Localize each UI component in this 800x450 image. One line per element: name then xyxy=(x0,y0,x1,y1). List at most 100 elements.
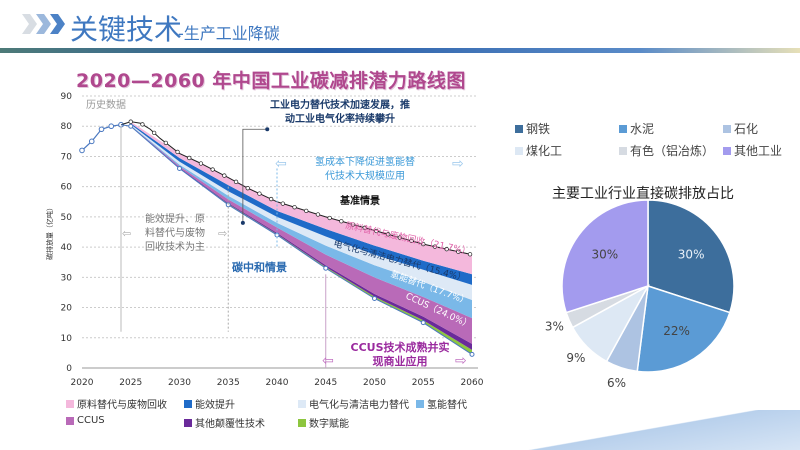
callout-dot xyxy=(265,127,270,132)
legend-swatch xyxy=(184,399,192,408)
legend-label: 有色（铝冶炼） xyxy=(630,144,715,158)
legend-swatch xyxy=(298,418,306,427)
x-tick-label: 2025 xyxy=(119,378,142,386)
right-arrow-icon: ⇨ xyxy=(455,353,467,369)
decorative-corner xyxy=(420,410,800,450)
left-arrow-icon: ⇦ xyxy=(275,156,287,172)
callout-dot xyxy=(240,220,245,225)
phase1-note: 能效提升、原料替代与废物回收技术为主 xyxy=(145,212,205,253)
baseline-point xyxy=(163,140,169,145)
x-tick-label: 2040 xyxy=(266,378,289,386)
pie-data-label: 6% xyxy=(607,376,626,390)
baseline-point xyxy=(210,167,215,172)
pie-title: 主要工业行业直接碳排放占比 xyxy=(552,186,734,202)
pie-legend-item: 石化 xyxy=(723,120,758,137)
legend-swatch xyxy=(66,416,74,425)
legend-label: CCUS xyxy=(77,415,105,426)
neutral-point xyxy=(323,265,329,271)
legend-label: 原料替代与废物回收 xyxy=(77,400,167,411)
y-tick-label: 60 xyxy=(61,183,73,193)
baseline-point xyxy=(362,225,367,230)
baseline-point xyxy=(432,244,438,249)
wedge-其他颠覆性技术 xyxy=(130,125,472,350)
slide-subtitle: -生产工业降碳 xyxy=(178,24,280,43)
legend-item: CCUS xyxy=(66,415,105,426)
history-point xyxy=(79,147,85,154)
pie-legend-item: 钢铁 xyxy=(515,120,550,137)
y-tick-label: 90 xyxy=(61,92,73,102)
baseline-point xyxy=(198,161,204,166)
legend-label: 能效提升 xyxy=(195,400,235,411)
legend-label: 煤化工 xyxy=(526,144,563,158)
chart-title: 2020—2060 年中国工业碳减排潜力路线图 xyxy=(76,70,466,92)
legend-swatch xyxy=(619,124,627,133)
baseline-point xyxy=(350,222,356,227)
legend-item: 氢能替代 xyxy=(416,396,467,411)
legend-swatch xyxy=(184,418,192,427)
baseline-point xyxy=(315,212,321,217)
legend-item: 数字赋能 xyxy=(298,415,349,430)
baseline-point xyxy=(397,235,403,240)
pie-legend-item: 水泥 xyxy=(619,120,654,137)
y-tick-label: 10 xyxy=(61,334,73,344)
legend-label: 钢铁 xyxy=(526,122,551,136)
baseline-point xyxy=(222,173,227,178)
baseline-point xyxy=(140,122,145,127)
legend-item: 其他颠覆性技术 xyxy=(184,415,265,430)
legend-label: 石化 xyxy=(734,122,759,136)
neutral-point xyxy=(469,351,475,357)
legend-item: 能效提升 xyxy=(184,396,235,411)
y-tick-label: 30 xyxy=(61,273,73,283)
y-tick-label: 20 xyxy=(61,304,73,314)
y-tick-label: 40 xyxy=(61,243,73,253)
legend-swatch xyxy=(66,399,74,408)
baseline-point xyxy=(292,205,297,210)
callout-line xyxy=(242,128,268,223)
phase3-note-line2: 代技术大规模应用 xyxy=(325,169,405,182)
pie-data-label: 3% xyxy=(545,320,564,334)
x-tick-label: 2030 xyxy=(168,378,191,386)
legend-swatch xyxy=(298,399,306,408)
phase3-note-line1: 氢成本下降促进氢能替 xyxy=(315,155,415,168)
phase4-note-line2: 现商业应用 xyxy=(373,354,428,368)
x-tick-label: 2045 xyxy=(314,378,337,386)
legend-label: 电气化与清洁电力替代 xyxy=(309,400,409,411)
legend-label: 其他颠覆性技术 xyxy=(195,419,265,430)
legend-swatch xyxy=(515,124,523,133)
baseline-point xyxy=(304,208,309,213)
legend-label: 氢能替代 xyxy=(427,400,467,411)
wedge-数字赋能 xyxy=(130,126,472,355)
baseline-point xyxy=(175,149,180,155)
history-point xyxy=(108,123,115,130)
history-label: 历史数据 xyxy=(86,98,126,111)
baseline-point xyxy=(327,215,332,221)
baseline-point xyxy=(386,232,391,237)
baseline-point xyxy=(233,179,239,184)
slide-header: 关键技术 -生产工业降碳 xyxy=(0,0,800,53)
phase2-note-line1: 工业电力替代技术加速发展，推 xyxy=(270,98,410,111)
legend-swatch xyxy=(723,146,731,155)
right-arrow-icon: ⇨ xyxy=(452,156,464,172)
baseline-point xyxy=(421,241,426,247)
baseline-point xyxy=(456,249,461,254)
baseline-point xyxy=(151,130,157,136)
y-tick-label: 70 xyxy=(61,152,73,162)
neutral-point xyxy=(420,320,426,326)
history-point xyxy=(88,138,95,145)
y-axis-label: 碳排放量（亿吨） xyxy=(45,204,54,260)
y-tick-label: 50 xyxy=(61,213,73,223)
right-arrow-icon: ⇨ xyxy=(218,227,227,240)
legend-swatch xyxy=(723,124,731,133)
wedge-氢能替代 xyxy=(130,125,472,319)
legend-label: 数字赋能 xyxy=(309,419,349,430)
y-tick-label: 80 xyxy=(61,122,73,132)
legend-swatch xyxy=(416,399,424,408)
pie-slice-其他工业 xyxy=(561,199,649,314)
pie-data-label: 30% xyxy=(678,248,705,262)
baseline-point xyxy=(280,201,286,206)
neutral-point xyxy=(128,123,134,129)
header-divider xyxy=(0,48,800,53)
pie-data-label: 22% xyxy=(663,324,690,338)
baseline-point xyxy=(374,228,379,234)
slide-title: 关键技术 xyxy=(70,13,183,46)
